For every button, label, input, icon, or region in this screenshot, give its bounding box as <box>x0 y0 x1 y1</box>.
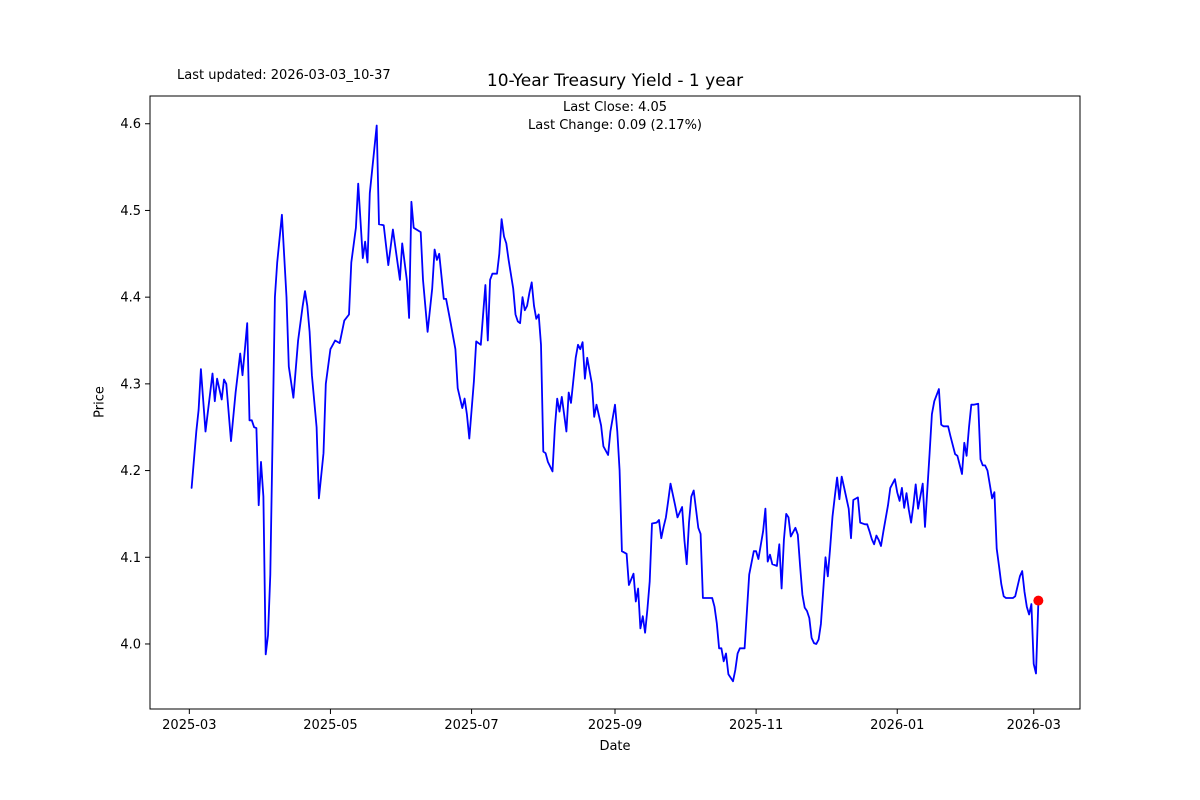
y-axis-label: Price <box>92 386 108 418</box>
x-tick-label: 2025-07 <box>444 718 498 733</box>
last-updated-text: Last updated: 2026-03-03_10-37 <box>177 68 391 83</box>
last-change-text: Last Change: 0.09 (2.17%) <box>527 118 702 133</box>
y-tick-label: 4.3 <box>120 377 141 392</box>
x-tick-label: 2026-03 <box>1007 718 1061 733</box>
x-tick-label: 2025-11 <box>729 718 783 733</box>
x-axis-label: Date <box>599 739 631 754</box>
chart-annotation: Last Close: 4.05 Last Change: 0.09 (2.17… <box>150 99 1080 135</box>
y-tick-label: 4.1 <box>120 551 141 566</box>
y-tick-label: 4.0 <box>120 637 141 652</box>
price-line <box>190 124 1040 683</box>
last-point-marker <box>1033 595 1044 606</box>
y-tick-label: 4.6 <box>120 117 141 132</box>
x-tick-label: 2025-03 <box>162 718 216 733</box>
last-close-text: Last Close: 4.05 <box>562 100 668 115</box>
y-tick-label: 4.2 <box>120 464 141 479</box>
y-tick-label: 4.5 <box>120 204 141 219</box>
x-tick-label: 2025-05 <box>303 718 357 733</box>
chart-title: 10-Year Treasury Yield - 1 year <box>486 71 744 91</box>
x-tick-label: 2026-01 <box>870 718 924 733</box>
y-tick-label: 4.4 <box>120 291 141 306</box>
x-tick-label: 2025-09 <box>588 718 642 733</box>
